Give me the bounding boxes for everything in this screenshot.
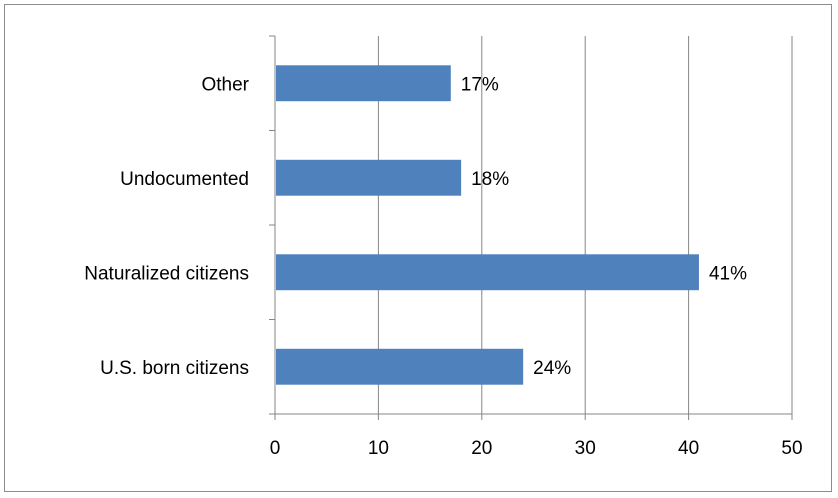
data-label: 24% — [533, 358, 571, 379]
x-tick-label: 10 — [368, 438, 389, 459]
category-label: U.S. born citizens — [100, 358, 249, 379]
x-tick-label: 20 — [471, 438, 492, 459]
x-tick-label: 0 — [270, 438, 281, 459]
data-label: 41% — [709, 263, 747, 284]
x-tick-label: 40 — [678, 438, 699, 459]
category-label: Other — [201, 74, 249, 95]
category-label: Naturalized citizens — [84, 263, 249, 284]
bar-4 — [276, 348, 524, 385]
data-label: 17% — [461, 74, 499, 95]
bar-3 — [276, 254, 699, 291]
bar-2 — [276, 159, 462, 196]
labels: 0 10 20 30 40 50 Other 17% Undocumented 18% Natura… — [84, 74, 802, 459]
category-label: Undocumented — [120, 169, 249, 190]
x-tick-label: 30 — [575, 438, 596, 459]
data-label: 18% — [471, 169, 509, 190]
bar-1 — [276, 65, 451, 102]
x-tick-label: 50 — [781, 438, 802, 459]
bars — [276, 65, 699, 385]
axes — [269, 35, 793, 420]
